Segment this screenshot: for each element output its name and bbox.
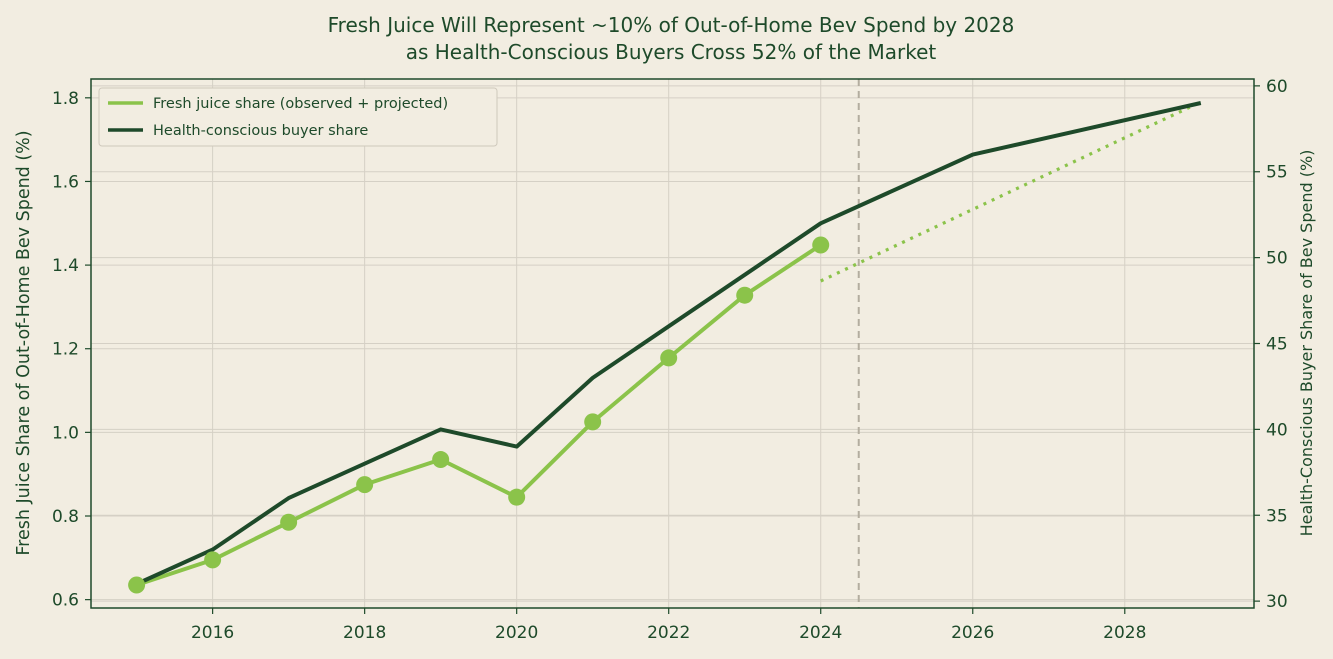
fresh-juice-point <box>660 349 678 367</box>
y-right-tick-label: 40 <box>1266 420 1288 440</box>
fresh-juice-point <box>736 286 754 304</box>
chart-title-line-1: Fresh Juice Will Represent ~10% of Out-o… <box>328 13 1015 37</box>
x-axis: 2016 2018 2020 2022 2024 2026 2028 <box>191 608 1146 643</box>
legend-label-health-conscious: Health-conscious buyer share <box>153 123 368 139</box>
fresh-juice-point <box>432 451 450 469</box>
fresh-juice-point <box>280 513 298 531</box>
y-left-tick-label: 0.6 <box>52 591 79 611</box>
x-tick-label: 2024 <box>799 623 842 643</box>
y-left-tick-label: 1.8 <box>52 89 79 109</box>
y-axis-right: 30 35 40 45 50 55 60 <box>1254 77 1288 612</box>
y-right-tick-label: 30 <box>1266 592 1288 612</box>
y-right-tick-label: 55 <box>1266 163 1288 183</box>
y-left-tick-label: 1.0 <box>52 423 79 443</box>
series-line-1 <box>820 100 1202 283</box>
fresh-juice-point <box>204 551 222 569</box>
legend-box <box>98 87 498 147</box>
y-left-tick-label: 1.2 <box>52 340 79 360</box>
legend: Fresh juice share (observed + projected)… <box>98 87 498 147</box>
series-line-2 <box>135 101 1202 586</box>
y-left-tick-label: 1.4 <box>52 256 79 276</box>
y-right-tick-label: 45 <box>1266 335 1288 355</box>
series-layer <box>128 100 1202 594</box>
x-tick-label: 2026 <box>951 623 994 643</box>
y-axis-right-label: Health-Conscious Buyer Share of Bev Spen… <box>1297 150 1316 537</box>
y-left-tick-label: 0.8 <box>52 507 79 527</box>
x-tick-label: 2018 <box>343 623 386 643</box>
fresh-juice-point <box>508 488 526 506</box>
fresh-juice-point <box>128 576 146 594</box>
fresh-juice-point <box>812 236 830 254</box>
y-axis-left: 0.6 0.8 1.0 1.2 1.4 1.6 1.8 <box>52 89 91 611</box>
grid <box>91 79 1254 608</box>
y-right-tick-label: 35 <box>1266 506 1288 526</box>
x-tick-label: 2016 <box>191 623 234 643</box>
y-right-tick-label: 60 <box>1266 77 1288 97</box>
x-tick-label: 2020 <box>495 623 538 643</box>
y-right-tick-label: 50 <box>1266 249 1288 269</box>
fresh-juice-point <box>584 413 602 431</box>
x-tick-label: 2028 <box>1103 623 1146 643</box>
legend-label-fresh-juice: Fresh juice share (observed + projected) <box>153 96 448 112</box>
y-left-tick-label: 1.6 <box>52 172 79 192</box>
fresh-juice-point <box>356 476 374 494</box>
series-line-0 <box>135 243 822 587</box>
chart-title-line-2: as Health-Conscious Buyers Cross 52% of … <box>406 40 937 64</box>
x-tick-label: 2022 <box>647 623 690 643</box>
y-axis-left-label: Fresh Juice Share of Out-of-Home Bev Spe… <box>14 130 34 555</box>
